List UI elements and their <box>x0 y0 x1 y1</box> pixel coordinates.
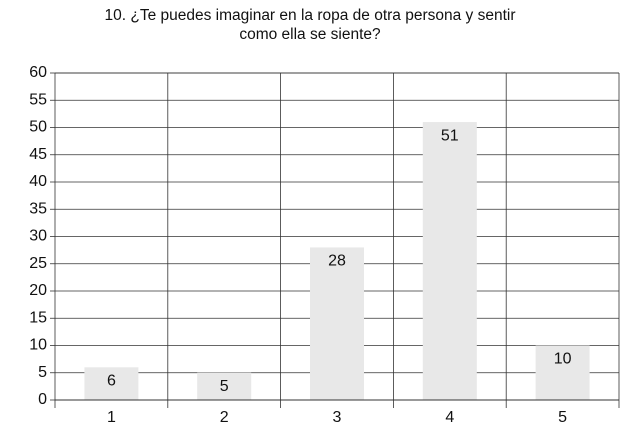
x-tick-label: 1 <box>107 409 116 426</box>
data-label: 10 <box>554 351 572 368</box>
y-tick-label: 10 <box>29 337 47 354</box>
data-label: 6 <box>107 373 116 390</box>
y-tick-label: 5 <box>38 364 47 381</box>
data-label: 51 <box>441 127 459 144</box>
y-tick-label: 15 <box>29 309 47 326</box>
bar <box>535 345 590 400</box>
data-label: 28 <box>328 253 346 270</box>
y-tick-label: 30 <box>29 228 47 245</box>
bar <box>310 247 364 400</box>
y-tick-label: 60 <box>29 64 47 81</box>
y-tick-label: 25 <box>29 255 47 272</box>
y-tick-label: 55 <box>29 91 47 108</box>
y-tick-label: 35 <box>29 200 47 217</box>
bar <box>84 367 139 400</box>
y-tick-label: 40 <box>29 173 47 190</box>
x-tick-label: 5 <box>558 409 567 426</box>
y-tick-label: 45 <box>29 146 47 163</box>
x-tick-label: 2 <box>220 409 229 426</box>
y-tick-label: 20 <box>29 282 47 299</box>
data-label: 5 <box>220 378 229 395</box>
y-tick-label: 0 <box>38 391 47 408</box>
x-tick-label: 4 <box>445 409 454 426</box>
chart-title: 10. ¿Te puedes imaginar en la ropa de ot… <box>104 7 516 43</box>
y-tick-label: 50 <box>29 119 47 136</box>
bar <box>422 122 477 401</box>
bar <box>197 372 252 400</box>
x-tick-label: 3 <box>333 409 342 426</box>
